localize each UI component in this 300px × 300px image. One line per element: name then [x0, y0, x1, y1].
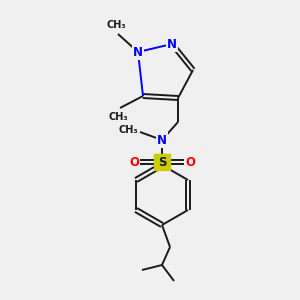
- Text: O: O: [129, 155, 139, 169]
- Text: CH₃: CH₃: [106, 20, 126, 30]
- Text: CH₃: CH₃: [108, 112, 128, 122]
- Text: N: N: [167, 38, 177, 50]
- Text: O: O: [185, 155, 195, 169]
- Text: S: S: [158, 155, 166, 169]
- Text: N: N: [133, 46, 143, 59]
- Text: CH₃: CH₃: [118, 125, 138, 135]
- Text: N: N: [157, 134, 167, 146]
